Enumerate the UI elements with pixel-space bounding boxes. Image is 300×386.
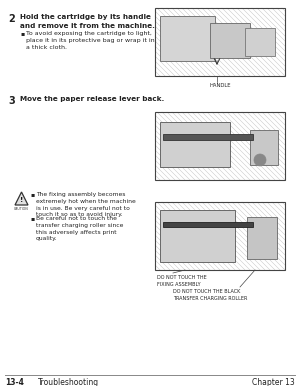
Text: Chapter 13: Chapter 13: [252, 378, 295, 386]
Polygon shape: [15, 192, 28, 205]
Text: To avoid exposing the cartridge to light,
place it in its protective bag or wrap: To avoid exposing the cartridge to light…: [26, 31, 154, 49]
Bar: [155, 8, 285, 76]
Bar: [160, 16, 215, 61]
Text: DO NOT TOUCH THE
FIXING ASSEMBLY: DO NOT TOUCH THE FIXING ASSEMBLY: [157, 275, 207, 286]
Text: ▪: ▪: [30, 216, 34, 221]
Bar: [155, 202, 285, 270]
Text: HANDLE: HANDLE: [209, 83, 231, 88]
Bar: [163, 134, 253, 140]
Bar: [163, 222, 253, 227]
Text: ▪: ▪: [20, 31, 24, 36]
Bar: [155, 8, 285, 76]
Bar: [160, 122, 230, 167]
Text: Troubleshooting: Troubleshooting: [38, 378, 99, 386]
Text: 2: 2: [8, 14, 15, 24]
Text: CAUTION: CAUTION: [14, 207, 29, 210]
Text: Be careful not to touch the
transfer charging roller since
this adversely affect: Be careful not to touch the transfer cha…: [36, 216, 123, 241]
Text: Hold the cartridge by its handle
and remove it from the machine.: Hold the cartridge by its handle and rem…: [20, 14, 155, 29]
Text: Move the paper release lever back.: Move the paper release lever back.: [20, 96, 164, 102]
Text: 3: 3: [8, 96, 15, 106]
Text: !: !: [20, 198, 23, 203]
Text: DO NOT TOUCH THE BLACK
TRANSFER CHARGING ROLLER: DO NOT TOUCH THE BLACK TRANSFER CHARGING…: [173, 289, 248, 301]
Circle shape: [254, 154, 266, 166]
Text: ▪: ▪: [30, 192, 34, 197]
Bar: [250, 130, 278, 165]
Text: 13-4: 13-4: [5, 378, 24, 386]
Bar: [245, 28, 275, 56]
Bar: [155, 112, 285, 180]
Text: The fixing assembly becomes
extremely hot when the machine
is in use. Be very ca: The fixing assembly becomes extremely ho…: [36, 192, 136, 217]
Bar: [155, 112, 285, 180]
Bar: [155, 202, 285, 270]
Bar: [247, 217, 277, 259]
Bar: [210, 23, 250, 58]
Bar: [160, 210, 235, 262]
